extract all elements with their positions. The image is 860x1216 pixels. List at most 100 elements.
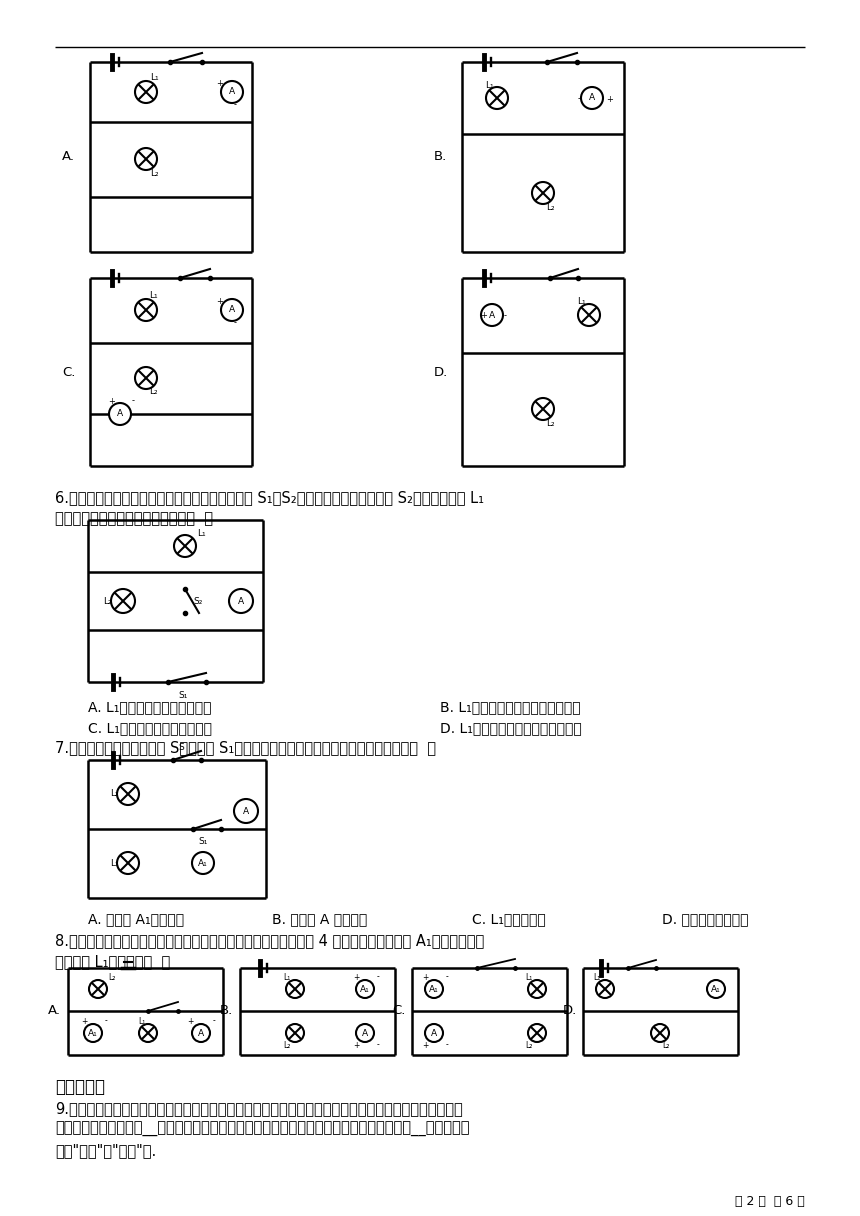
Text: A. L₁变亮，电流表示数变小；: A. L₁变亮，电流表示数变小；: [88, 700, 212, 714]
Circle shape: [221, 81, 243, 103]
Text: +: +: [81, 1017, 88, 1025]
Text: -: -: [578, 95, 581, 103]
Text: C. L₁变亮，电流表示数不变；: C. L₁变亮，电流表示数不变；: [88, 721, 212, 734]
Text: -: -: [105, 1017, 108, 1025]
Text: -: -: [132, 396, 135, 405]
Text: -: -: [234, 101, 237, 109]
Text: +: +: [216, 298, 223, 306]
Circle shape: [356, 980, 374, 998]
Circle shape: [532, 398, 554, 420]
Text: +: +: [108, 396, 115, 405]
Text: A₁: A₁: [88, 1029, 98, 1037]
Text: L₂: L₂: [150, 169, 158, 178]
Text: S₂: S₂: [193, 597, 202, 606]
Text: +: +: [353, 1041, 359, 1049]
Text: A₁: A₁: [198, 858, 208, 867]
Text: +: +: [187, 1017, 194, 1025]
Text: L₂: L₂: [108, 974, 115, 983]
Circle shape: [234, 799, 258, 823]
Text: C. L₁的亮度变亮: C. L₁的亮度变亮: [472, 912, 546, 927]
Text: L₁: L₁: [525, 973, 532, 981]
Text: L₁: L₁: [110, 858, 119, 867]
Text: 断红灯、黄灯、绿灯是__连接的；马路上的路灯有一个不亮，其他的仍然发光，它们之间是__连接的（均: 断红灯、黄灯、绿灯是__连接的；马路上的路灯有一个不亮，其他的仍然发光，它们之间…: [55, 1122, 470, 1137]
Text: L₂: L₂: [546, 203, 555, 212]
Text: 选填"串联"或"并联"）.: 选填"串联"或"并联"）.: [55, 1143, 157, 1158]
Text: -: -: [446, 1041, 449, 1049]
Circle shape: [486, 88, 508, 109]
Text: C.: C.: [392, 1004, 405, 1018]
Text: L₂: L₂: [103, 597, 112, 606]
Circle shape: [117, 852, 139, 874]
Text: L₂: L₂: [149, 388, 157, 396]
Text: B.: B.: [220, 1004, 233, 1018]
Text: 的亮度及电流表示数变化的情况是（  ）: 的亮度及电流表示数变化的情况是（ ）: [55, 511, 213, 527]
Text: 7.如图所示的电路中，闭合 S，当开关 S₁从断开到闭合的过程中，下列说法中正确的是（  ）: 7.如图所示的电路中，闭合 S，当开关 S₁从断开到闭合的过程中，下列说法中正确…: [55, 741, 436, 755]
Circle shape: [135, 367, 157, 389]
Text: +: +: [216, 79, 223, 89]
Circle shape: [425, 1024, 443, 1042]
Text: A₁: A₁: [711, 985, 721, 993]
Text: L₁: L₁: [197, 529, 206, 537]
Text: B.: B.: [434, 151, 447, 163]
Text: 6.如右下图所示电路中，电源电压不变，闭合开关 S₁、S₂，两灯都发光。当把开关 S₂断开时，灯泡 L₁: 6.如右下图所示电路中，电源电压不变，闭合开关 S₁、S₂，两灯都发光。当把开关…: [55, 490, 484, 505]
Text: S₁: S₁: [198, 837, 207, 845]
Circle shape: [192, 1024, 210, 1042]
Text: A: A: [431, 1029, 437, 1037]
Text: A: A: [238, 597, 244, 606]
Text: D.: D.: [434, 366, 448, 378]
Circle shape: [111, 589, 135, 613]
Circle shape: [651, 1024, 669, 1042]
Circle shape: [192, 852, 214, 874]
Text: -: -: [234, 319, 237, 327]
Text: 二、填空题: 二、填空题: [55, 1079, 105, 1096]
Text: A: A: [117, 410, 123, 418]
Text: A₁: A₁: [360, 985, 370, 993]
Text: A: A: [362, 1029, 368, 1037]
Circle shape: [356, 1024, 374, 1042]
Text: A.: A.: [48, 1004, 61, 1018]
Circle shape: [229, 589, 253, 613]
Circle shape: [596, 980, 614, 998]
Circle shape: [707, 980, 725, 998]
Text: L₂: L₂: [283, 1041, 291, 1049]
Text: A: A: [489, 310, 495, 320]
Text: S: S: [178, 743, 184, 751]
Circle shape: [528, 980, 546, 998]
Text: -: -: [504, 311, 507, 321]
Text: A: A: [243, 806, 249, 816]
Circle shape: [84, 1024, 102, 1042]
Text: A: A: [589, 94, 595, 102]
Text: L₁: L₁: [150, 73, 158, 83]
Text: D.: D.: [563, 1004, 577, 1018]
Circle shape: [135, 81, 157, 103]
Text: -: -: [377, 973, 380, 981]
Text: L₁: L₁: [138, 1017, 145, 1025]
Circle shape: [532, 182, 554, 204]
Text: A: A: [229, 88, 235, 96]
Text: L₁: L₁: [283, 973, 291, 981]
Circle shape: [109, 402, 131, 426]
Text: C.: C.: [62, 366, 76, 378]
Text: 9.十字路口交通指示灯可以通过不同颜色灯光的变化指挥车辆和行人，根据你对交通指示灯的了解可以推: 9.十字路口交通指示灯可以通过不同颜色灯光的变化指挥车辆和行人，根据你对交通指示…: [55, 1100, 463, 1116]
Circle shape: [286, 1024, 304, 1042]
Text: D. L₁亮度不变，电流表示数不变。: D. L₁亮度不变，电流表示数不变。: [440, 721, 581, 734]
Text: 第 2 页  共 6 页: 第 2 页 共 6 页: [735, 1195, 805, 1207]
Text: L₂: L₂: [110, 789, 119, 799]
Circle shape: [528, 1024, 546, 1042]
Text: A.: A.: [62, 151, 75, 163]
Text: L₂: L₂: [662, 1041, 669, 1049]
Text: A: A: [198, 1029, 204, 1037]
Text: +: +: [422, 1041, 428, 1049]
Text: S₁: S₁: [178, 691, 187, 699]
Text: A: A: [229, 305, 235, 315]
Text: L₂: L₂: [525, 1041, 532, 1049]
Text: L₁: L₁: [485, 80, 494, 90]
Circle shape: [117, 783, 139, 805]
Text: 接测量灯 L₁电流的是（  ）: 接测量灯 L₁电流的是（ ）: [55, 955, 170, 969]
Text: 8.用一个电源，一个开关，两块电流表，两只灯泡组成如图所示的 4 个不同的电路，其中 A₁表能正确并直: 8.用一个电源，一个开关，两块电流表，两只灯泡组成如图所示的 4 个不同的电路，…: [55, 933, 484, 948]
Circle shape: [89, 980, 107, 998]
Text: -: -: [213, 1017, 216, 1025]
Circle shape: [286, 980, 304, 998]
Text: B. 电流表 A 示数变大: B. 电流表 A 示数变大: [272, 912, 367, 927]
Text: A. 电流表 A₁示数变大: A. 电流表 A₁示数变大: [88, 912, 184, 927]
